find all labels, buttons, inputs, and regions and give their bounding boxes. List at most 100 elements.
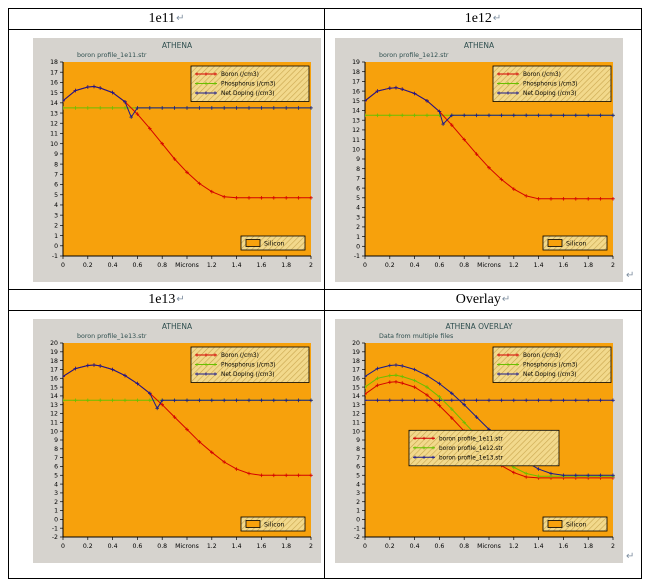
svg-text:2: 2 (611, 262, 615, 269)
chart-1e12: ATHENA boron profile_1e12.str 19 18 17 16 15 14… (335, 38, 623, 282)
svg-text:0: 0 (54, 517, 58, 524)
svg-text:0: 0 (363, 262, 367, 269)
svg-text:3: 3 (54, 212, 58, 219)
svg-text:1.8: 1.8 (281, 262, 291, 269)
panel-title-1e12: 1e12 (464, 11, 492, 26)
svg-text:0.6: 0.6 (132, 543, 142, 550)
svg-text:Boron (/cm3): Boron (/cm3) (523, 72, 561, 78)
svg-text:4: 4 (54, 202, 58, 209)
svg-text:1.2: 1.2 (207, 262, 217, 269)
svg-text:2: 2 (611, 543, 615, 550)
svg-text:-1: -1 (354, 253, 360, 260)
table-chart-cell-1e12: ATHENA boron profile_1e12.str 19 18 17 16 15 14… (325, 30, 642, 290)
svg-text:0.4: 0.4 (108, 543, 118, 550)
svg-text:Net Doping (/cm3): Net Doping (/cm3) (523, 372, 577, 378)
svg-text:18: 18 (50, 59, 58, 66)
svg-text:4: 4 (356, 205, 360, 212)
chart-overlay: ATHENA OVERLAY Data from multiple files 20… (335, 319, 623, 563)
svg-text:12: 12 (352, 127, 360, 134)
svg-text:0.4: 0.4 (410, 262, 420, 269)
svg-text:7: 7 (54, 172, 58, 179)
svg-text:0.2: 0.2 (83, 543, 93, 550)
svg-text:ATHENA: ATHENA (162, 41, 193, 50)
panel-title-overlay: Overlay (455, 292, 501, 307)
svg-text:15: 15 (352, 384, 360, 391)
svg-text:17: 17 (50, 367, 58, 374)
svg-text:14: 14 (50, 393, 58, 400)
svg-text:2: 2 (356, 224, 360, 231)
svg-text:boron profile_1e13.str: boron profile_1e13.str (77, 333, 147, 340)
svg-text:-2: -2 (52, 534, 58, 541)
svg-text:9: 9 (356, 437, 360, 444)
svg-text:1.2: 1.2 (509, 262, 519, 269)
svg-text:1.4: 1.4 (534, 262, 544, 269)
svg-text:10: 10 (352, 428, 360, 435)
svg-text:0.4: 0.4 (108, 262, 118, 269)
svg-text:16: 16 (352, 375, 360, 382)
table-chart-cell-1e11: ATHENA boron profile_1e11.str 18 17 16 15 14 13… (9, 30, 325, 290)
svg-text:14: 14 (352, 393, 360, 400)
svg-text:0.8: 0.8 (459, 262, 469, 269)
table-header-cell-overlay: Overlay ↵ (325, 290, 642, 311)
table-chart-cell-overlay: ATHENA OVERLAY Data from multiple files 20… (325, 311, 642, 579)
paragraph-mark: ↵ (176, 13, 185, 24)
svg-text:1.4: 1.4 (232, 262, 242, 269)
svg-text:Silicon: Silicon (566, 241, 587, 248)
panel-title-1e11: 1e11 (148, 11, 176, 26)
svg-text:18: 18 (50, 358, 58, 365)
svg-text:Net Doping (/cm3): Net Doping (/cm3) (523, 91, 577, 97)
svg-text:13: 13 (352, 117, 360, 124)
svg-text:9: 9 (54, 151, 58, 158)
svg-text:Microns: Microns (175, 262, 199, 269)
svg-text:Silicon: Silicon (566, 522, 587, 529)
svg-text:ATHENA OVERLAY: ATHENA OVERLAY (446, 322, 513, 331)
table-chart-cell-1e13: ATHENA boron profile_1e13.str 20 19 18 17 16 15… (9, 311, 325, 579)
svg-text:Phosphorus (/cm3): Phosphorus (/cm3) (523, 363, 578, 369)
svg-text:boron profile_1e12.str: boron profile_1e12.str (439, 446, 504, 452)
svg-text:-1: -1 (52, 525, 58, 532)
svg-text:1.8: 1.8 (583, 262, 593, 269)
svg-text:3: 3 (54, 490, 58, 497)
svg-text:7: 7 (54, 455, 58, 462)
svg-text:1: 1 (356, 508, 360, 515)
svg-text:boron profile_1e13.str: boron profile_1e13.str (439, 455, 504, 461)
svg-text:Microns: Microns (477, 543, 501, 550)
panel-title-1e13: 1e13 (148, 292, 176, 307)
svg-text:0: 0 (61, 262, 65, 269)
svg-text:Silicon: Silicon (264, 241, 285, 248)
paragraph-mark: ↵ (626, 551, 635, 562)
svg-text:0: 0 (54, 243, 58, 250)
svg-text:boron profile_1e11.str: boron profile_1e11.str (77, 52, 147, 59)
svg-text:19: 19 (352, 59, 360, 66)
svg-text:14: 14 (352, 108, 360, 115)
svg-text:1.6: 1.6 (558, 543, 568, 550)
table-header-cell-1e13: 1e13 ↵ (9, 290, 325, 311)
svg-text:12: 12 (352, 411, 360, 418)
svg-text:10: 10 (352, 147, 360, 154)
svg-text:19: 19 (352, 349, 360, 356)
svg-text:11: 11 (50, 420, 58, 427)
svg-text:17: 17 (50, 69, 58, 76)
svg-text:Data from multiple files: Data from multiple files (379, 333, 453, 340)
svg-text:20: 20 (50, 340, 58, 347)
svg-text:17: 17 (352, 79, 360, 86)
svg-text:2: 2 (54, 223, 58, 230)
svg-text:Phosphorus (/cm3): Phosphorus (/cm3) (221, 82, 276, 88)
svg-text:1: 1 (356, 234, 360, 241)
svg-text:6: 6 (356, 185, 360, 192)
svg-text:10: 10 (50, 428, 58, 435)
svg-text:16: 16 (50, 375, 58, 382)
svg-text:1.6: 1.6 (256, 262, 266, 269)
svg-text:6: 6 (356, 464, 360, 471)
svg-text:0.8: 0.8 (157, 262, 167, 269)
svg-text:0.8: 0.8 (157, 543, 167, 550)
paragraph-mark: ↵ (176, 294, 185, 305)
svg-text:19: 19 (50, 349, 58, 356)
svg-text:2: 2 (356, 499, 360, 506)
svg-text:11: 11 (352, 137, 360, 144)
svg-text:8: 8 (356, 446, 360, 453)
svg-text:18: 18 (352, 358, 360, 365)
svg-text:4: 4 (54, 481, 58, 488)
svg-text:6: 6 (54, 182, 58, 189)
svg-text:0.2: 0.2 (83, 262, 93, 269)
